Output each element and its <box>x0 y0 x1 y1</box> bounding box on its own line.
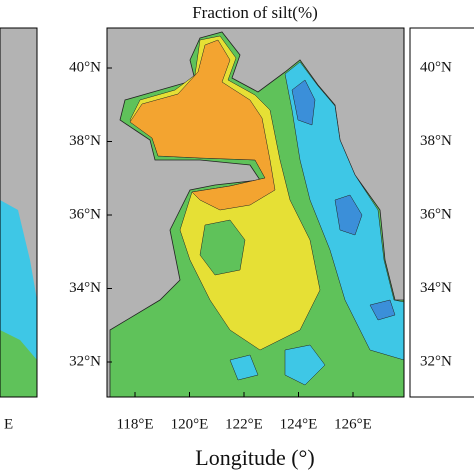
lon-label: 124°E <box>280 416 318 432</box>
silt-orange <box>129 39 276 211</box>
right-lat-label: 34°N <box>420 280 452 296</box>
x-axis-label: Longitude (°) <box>195 445 314 470</box>
main-map <box>106 27 405 398</box>
lat-label: 40°N <box>69 59 101 75</box>
lat-label: 36°N <box>69 206 101 222</box>
right-lat-label: 40°N <box>420 59 452 75</box>
right-frame <box>409 27 474 398</box>
lon-label: 122°E <box>225 416 263 432</box>
right-lat-label: 32°N <box>420 353 452 369</box>
map-title: Fraction of silt(%) <box>192 3 318 22</box>
lat-label: 34°N <box>69 280 101 296</box>
right-panel <box>409 27 474 398</box>
left-frame <box>0 27 38 398</box>
lat-label: 32°N <box>69 353 101 369</box>
right-lat-label: 36°N <box>420 206 452 222</box>
tick-labels: 40°N 38°N 36°N 34°N 32°N 40°N 38°N 36°N 34°N 32°N… <box>69 59 452 432</box>
lon-label: 120°E <box>171 416 209 432</box>
map-frame <box>106 27 405 398</box>
left-sea-green <box>0 330 37 397</box>
lon-label: 118°E <box>116 416 153 432</box>
right-lat-label: 38°N <box>420 133 452 149</box>
left-panel: E <box>0 27 38 432</box>
silt-blue <box>291 79 396 321</box>
left-fragment: E <box>4 416 13 432</box>
silt-green-patch <box>199 219 246 276</box>
lat-label: 38°N <box>69 133 101 149</box>
silt-cyan-patch <box>229 344 326 386</box>
lon-label: 126°E <box>334 416 372 432</box>
